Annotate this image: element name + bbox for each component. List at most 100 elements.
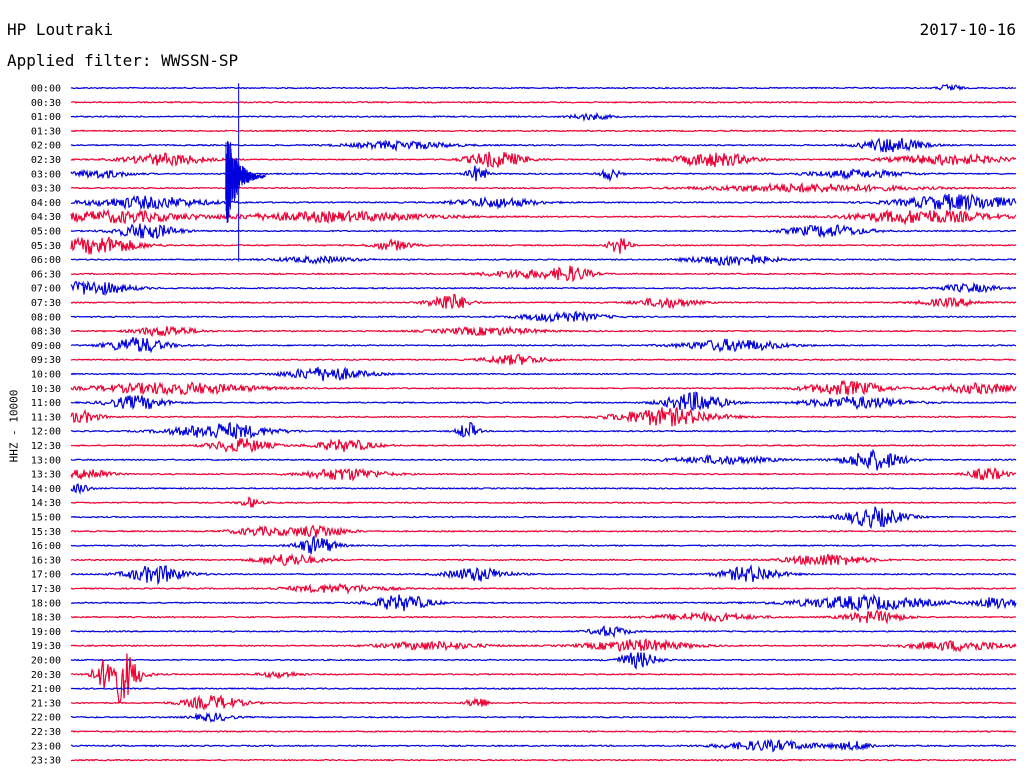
trace-2030: [70, 653, 1017, 705]
time-label-1330: 13:30: [31, 470, 61, 481]
trace-1400: [70, 483, 1017, 495]
time-label-2300: 23:00: [31, 741, 61, 752]
time-label-0200: 02:00: [31, 141, 61, 152]
trace-1730: [70, 582, 1017, 596]
trace-0430: [70, 208, 1017, 226]
time-label-0300: 03:00: [31, 169, 61, 180]
time-label-1100: 11:00: [31, 398, 61, 409]
time-label-0800: 08:00: [31, 312, 61, 323]
time-label-1500: 15:00: [31, 513, 61, 524]
seismic-traces: [70, 83, 1017, 762]
time-label-1630: 16:30: [31, 555, 61, 566]
time-label-1800: 18:00: [31, 598, 61, 609]
time-label-0500: 05:00: [31, 227, 61, 238]
time-label-1030: 10:30: [31, 384, 61, 395]
trace-0930: [70, 354, 1017, 366]
time-label-1130: 11:30: [31, 412, 61, 423]
time-label-1000: 10:00: [31, 370, 61, 381]
trace-1630: [70, 553, 1017, 567]
trace-2200: [70, 711, 1016, 723]
filter-label: Applied filter: WWSSN-SP: [7, 51, 239, 70]
trace-0500: [70, 223, 1017, 239]
trace-0330: [70, 181, 1017, 194]
trace-0630: [70, 265, 1017, 283]
time-label-1200: 12:00: [31, 427, 61, 438]
trace-1430: [70, 496, 1017, 508]
time-label-0030: 00:30: [31, 98, 61, 109]
time-label-1600: 16:00: [31, 541, 61, 552]
time-label-1930: 19:30: [31, 641, 61, 652]
station-title: HP Loutraki: [7, 20, 113, 39]
time-label-0400: 04:00: [31, 198, 61, 209]
large-earthquake-signal: [225, 83, 266, 262]
trace-1330: [70, 467, 1017, 482]
time-label-0430: 04:30: [31, 212, 61, 223]
trace-0700: [70, 280, 1017, 296]
time-label-0730: 07:30: [31, 298, 61, 309]
trace-1930: [70, 637, 1017, 653]
time-label-0130: 01:30: [31, 126, 61, 137]
trace-2330: [70, 758, 1017, 762]
time-label-0600: 06:00: [31, 255, 61, 266]
trace-1900: [70, 625, 1017, 639]
trace-0830: [70, 325, 1017, 338]
time-label-1900: 19:00: [31, 627, 61, 638]
time-label-2000: 20:00: [31, 656, 61, 667]
trace-1700: [70, 564, 1017, 586]
trace-1300: [70, 448, 1017, 471]
trace-0400: [70, 193, 1017, 212]
trace-0230: [70, 151, 1017, 168]
trace-2000: [70, 652, 1017, 670]
time-label-2330: 23:30: [31, 756, 61, 767]
time-label-0100: 01:00: [31, 112, 61, 123]
trace-0100: [70, 111, 1017, 123]
trace-0530: [70, 236, 1017, 255]
date-label: 2017-10-16: [919, 20, 1016, 39]
trace-1530: [70, 524, 1017, 538]
time-label-0530: 05:30: [31, 241, 61, 252]
time-tick-labels: 00:00 00:30 01:00 01:30 02:00 02:30 03:00 03:30…: [31, 84, 61, 767]
trace-2300: [70, 738, 1017, 753]
time-label-1830: 18:30: [31, 613, 61, 624]
time-label-2230: 22:30: [31, 727, 61, 738]
time-label-0930: 09:30: [31, 355, 61, 366]
trace-1230: [70, 438, 1017, 454]
time-label-1730: 17:30: [31, 584, 61, 595]
time-label-0900: 09:00: [31, 341, 61, 352]
trace-0300: [70, 165, 1017, 183]
trace-1200: [70, 421, 1017, 440]
time-label-0700: 07:00: [31, 284, 61, 295]
trace-2130: [70, 694, 1017, 711]
trace-1000: [70, 366, 1017, 382]
time-label-0230: 02:30: [31, 155, 61, 166]
trace-2230: [70, 730, 1017, 733]
time-label-1700: 17:00: [31, 570, 61, 581]
time-label-0830: 08:30: [31, 327, 61, 338]
time-label-2130: 21:30: [31, 698, 61, 709]
trace-0200: [70, 137, 1017, 153]
time-label-2100: 21:00: [31, 684, 61, 695]
trace-0800: [70, 310, 1017, 323]
time-label-2200: 22:00: [31, 713, 61, 724]
trace-1830: [70, 609, 1017, 625]
trace-1130: [70, 406, 1017, 427]
trace-1600: [70, 535, 1017, 555]
time-label-2030: 20:30: [31, 670, 61, 681]
time-label-1400: 14:00: [31, 484, 61, 495]
trace-1800: [70, 593, 1017, 612]
time-label-1300: 13:00: [31, 455, 61, 466]
time-label-1430: 14:30: [31, 498, 61, 509]
trace-2100: [70, 687, 1017, 691]
time-label-0000: 00:00: [31, 84, 61, 95]
time-label-1530: 15:30: [31, 527, 61, 538]
trace-0030: [70, 100, 1017, 104]
trace-0730: [70, 293, 1017, 310]
time-label-0330: 03:30: [31, 184, 61, 195]
trace-1030: [70, 379, 1017, 396]
trace-1100: [70, 391, 1017, 412]
trace-0000: [70, 83, 1017, 92]
trace-1500: [70, 506, 1017, 529]
trace-0600: [70, 254, 1017, 266]
trace-0900: [70, 337, 1017, 354]
